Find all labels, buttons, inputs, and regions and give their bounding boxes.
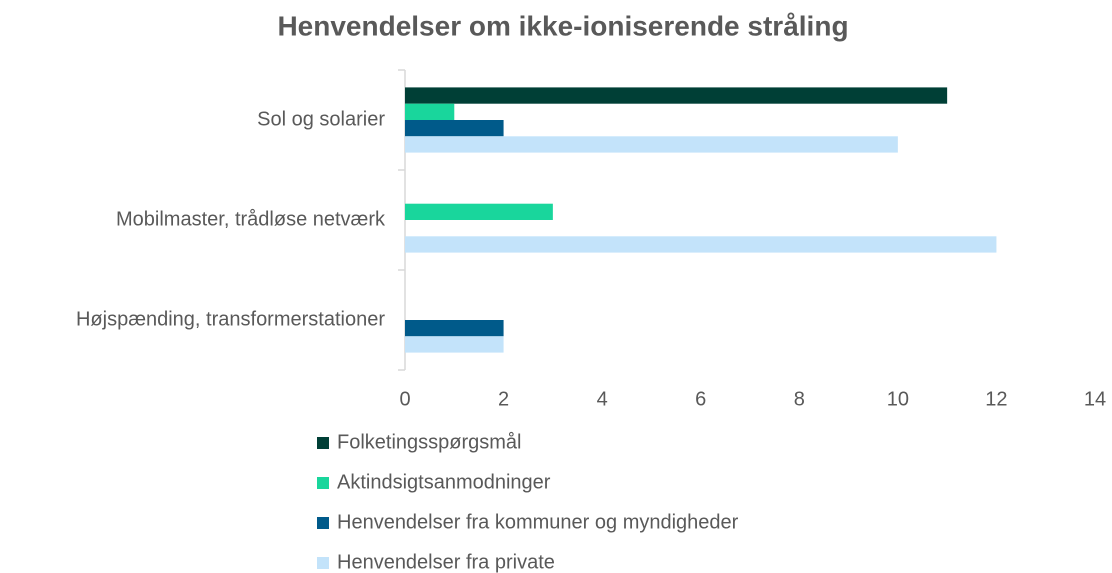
bar	[405, 136, 898, 153]
x-tick-label: 2	[498, 388, 509, 410]
bar	[405, 120, 504, 137]
x-tick-label: 12	[985, 388, 1007, 410]
legend-swatch	[317, 437, 329, 449]
y-tick-label: Højspænding, transformerstationer	[76, 308, 385, 330]
chart-title: Henvendelser om ikke-ioniserende strålin…	[277, 10, 848, 41]
bar	[405, 320, 504, 337]
bar	[405, 336, 504, 353]
legend-swatch	[317, 517, 329, 529]
y-tick-label: Sol og solarier	[257, 108, 385, 130]
legend-label: Henvendelser fra kommuner og myndigheder	[337, 511, 739, 533]
legend-swatch	[317, 557, 329, 569]
x-tick-label: 0	[399, 388, 410, 410]
x-tick-label: 8	[794, 388, 805, 410]
x-tick-label: 4	[597, 388, 608, 410]
bar	[405, 103, 455, 120]
x-tick-label: 14	[1084, 388, 1106, 410]
bar	[405, 236, 997, 253]
x-tick-label: 10	[887, 388, 909, 410]
y-tick-label: Mobilmaster, trådløse netværk	[116, 208, 386, 230]
legend-swatch	[317, 477, 329, 489]
legend-label: Henvendelser fra private	[337, 551, 555, 573]
x-tick-label: 6	[695, 388, 706, 410]
legend-label: Folketingsspørgsmål	[337, 431, 522, 453]
legend-label: Aktindsigtsanmodninger	[337, 471, 551, 493]
bar	[405, 87, 948, 104]
bar	[405, 203, 553, 220]
